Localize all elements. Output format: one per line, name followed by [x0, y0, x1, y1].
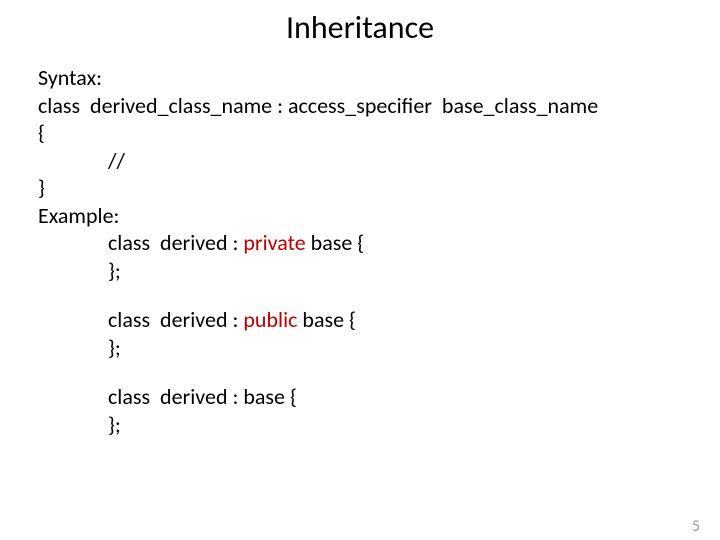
example-3-line-2: };	[38, 411, 598, 439]
example-2-line-1: class derived : public base {	[38, 306, 598, 334]
slide-title: Inheritance	[0, 8, 720, 47]
slide: Inheritance Syntax: class derived_class_…	[0, 8, 720, 540]
ex2-post: base {	[297, 306, 356, 333]
spacer-2	[38, 361, 598, 383]
page-number: 5	[692, 517, 700, 536]
example-label: Example:	[38, 202, 598, 230]
example-2-line-2: };	[38, 334, 598, 362]
syntax-label: Syntax:	[38, 64, 598, 92]
ex1-post: base {	[306, 229, 365, 256]
example-1-line-1: class derived : private base {	[38, 229, 598, 257]
syntax-line-3: //	[38, 147, 598, 175]
keyword-private: private	[243, 229, 305, 256]
syntax-line-1: class derived_class_name : access_specif…	[38, 92, 598, 120]
ex2-pre: class derived :	[108, 306, 243, 333]
syntax-line-4: }	[38, 174, 598, 202]
example-1-line-2: };	[38, 257, 598, 285]
example-3-line-1: class derived : base {	[38, 383, 598, 411]
keyword-public: public	[243, 306, 297, 333]
slide-body: Syntax: class derived_class_name : acces…	[38, 64, 598, 438]
syntax-line-2: {	[38, 119, 598, 147]
spacer-1	[38, 284, 598, 306]
ex1-pre: class derived :	[108, 229, 243, 256]
